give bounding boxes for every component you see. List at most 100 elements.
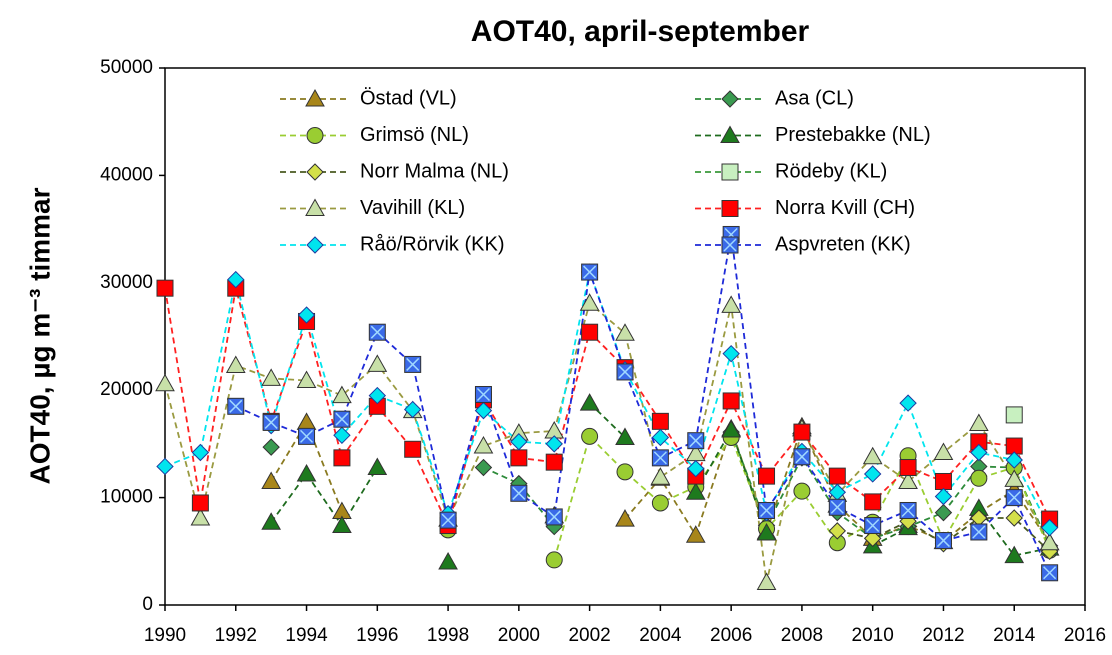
marker xyxy=(933,442,954,460)
x-tick-label: 2006 xyxy=(710,625,752,646)
marker-cross xyxy=(476,387,490,402)
marker xyxy=(615,427,635,445)
y-tick-label: 10000 xyxy=(100,487,153,508)
marker xyxy=(864,493,882,511)
marker xyxy=(1005,406,1023,424)
marker xyxy=(863,529,882,548)
x-tick-label: 2008 xyxy=(781,625,823,646)
marker-cross xyxy=(370,325,384,339)
x-tick-label: 1998 xyxy=(427,625,469,646)
marker xyxy=(720,125,740,143)
legend-label: Norra Kvill (CH) xyxy=(775,197,915,219)
x-tick-label: 2002 xyxy=(568,625,610,646)
marker xyxy=(863,465,882,483)
marker xyxy=(721,90,739,108)
marker xyxy=(1040,518,1059,537)
marker-cross xyxy=(936,534,950,548)
y-tick-label: 40000 xyxy=(100,164,153,185)
marker xyxy=(191,443,210,462)
marker xyxy=(545,453,563,471)
series-line xyxy=(164,268,1051,529)
marker xyxy=(191,494,209,512)
x-tick-label: 2004 xyxy=(639,625,682,646)
marker-cross xyxy=(300,429,314,443)
marker xyxy=(970,443,988,462)
legend-label: Asa (CL) xyxy=(775,87,854,109)
marker xyxy=(510,449,528,467)
marker xyxy=(862,446,883,465)
y-tick-label: 20000 xyxy=(100,379,153,400)
marker xyxy=(615,323,635,341)
x-tick-label: 2012 xyxy=(922,625,964,646)
marker xyxy=(721,295,742,313)
marker xyxy=(722,392,740,410)
marker-cross xyxy=(547,510,561,524)
marker xyxy=(721,200,739,217)
marker xyxy=(579,393,600,411)
marker xyxy=(687,459,705,478)
marker xyxy=(545,551,563,569)
x-tick-label: 1996 xyxy=(356,625,398,646)
marker-cross xyxy=(760,503,774,518)
marker xyxy=(581,323,599,341)
y-axis-label: AOT40, µg m⁻³ timmar xyxy=(24,187,55,484)
marker-cross xyxy=(830,500,844,514)
marker-cross xyxy=(229,399,243,413)
marker xyxy=(722,344,740,363)
marker xyxy=(333,426,351,445)
legend-label: Prestebakke (NL) xyxy=(775,124,931,146)
marker-cross xyxy=(264,415,278,429)
marker-cross xyxy=(795,450,809,464)
marker xyxy=(190,507,211,526)
legend-label: Norr Malma (NL) xyxy=(360,160,509,182)
marker xyxy=(306,127,324,144)
legend-label: Vavihill (KL) xyxy=(360,197,465,219)
marker-cross xyxy=(653,451,667,465)
marker xyxy=(155,373,175,392)
marker xyxy=(225,355,246,373)
marker xyxy=(261,512,282,530)
marker xyxy=(261,368,282,386)
x-tick-label: 1992 xyxy=(215,625,257,646)
marker xyxy=(297,306,316,324)
marker-cross xyxy=(335,412,349,426)
marker xyxy=(934,487,953,506)
marker-cross xyxy=(972,525,986,539)
marker xyxy=(333,449,351,467)
legend-label: Aspvreten (KK) xyxy=(775,233,911,255)
marker xyxy=(616,463,634,481)
marker xyxy=(651,428,670,447)
marker xyxy=(828,522,847,540)
x-tick-label: 2016 xyxy=(1064,625,1106,646)
marker xyxy=(685,525,706,543)
marker xyxy=(1005,451,1023,469)
marker xyxy=(934,472,952,490)
marker xyxy=(367,457,388,476)
marker xyxy=(296,463,317,482)
marker xyxy=(473,436,494,454)
marker xyxy=(899,459,917,477)
x-tick-label: 2010 xyxy=(852,625,894,646)
y-tick-label: 0 xyxy=(142,594,153,615)
marker xyxy=(934,503,953,522)
marker-cross xyxy=(583,265,597,279)
marker xyxy=(1004,469,1025,487)
marker xyxy=(758,467,776,485)
marker xyxy=(368,386,387,405)
marker-cross xyxy=(406,357,420,371)
marker-cross xyxy=(1043,566,1057,580)
marker-cross xyxy=(866,518,880,533)
marker xyxy=(793,482,811,500)
y-tick-label: 50000 xyxy=(100,57,153,78)
marker xyxy=(404,440,422,458)
x-tick-label: 1990 xyxy=(144,625,186,646)
marker xyxy=(227,270,245,289)
marker xyxy=(474,458,493,477)
x-tick-label: 2000 xyxy=(498,625,540,646)
marker xyxy=(156,457,174,476)
y-tick-label: 30000 xyxy=(100,272,153,293)
marker xyxy=(332,515,352,534)
marker xyxy=(899,394,917,412)
marker-cross xyxy=(618,365,632,379)
